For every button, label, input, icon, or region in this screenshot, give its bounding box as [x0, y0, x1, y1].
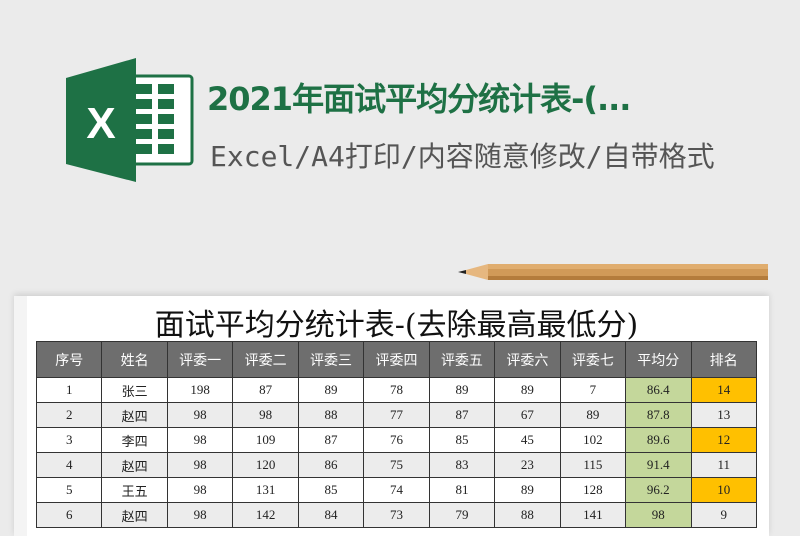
table-cell[interactable]: 75: [363, 452, 430, 478]
column-header[interactable]: 评委一: [166, 341, 234, 378]
table-cell[interactable]: 1: [35, 377, 103, 403]
table-cell[interactable]: 98: [232, 402, 299, 428]
table-cell[interactable]: 赵四: [101, 452, 168, 478]
table-cell[interactable]: 89: [297, 377, 365, 403]
table-cell[interactable]: 7: [559, 377, 627, 403]
excel-logo-icon: X: [66, 58, 194, 182]
table-cell[interactable]: 115: [559, 452, 627, 478]
sheet-title: 面试平均分统计表-(去除最高最低分): [154, 308, 639, 343]
average-cell[interactable]: 86.4: [625, 377, 692, 403]
table-cell[interactable]: 76: [363, 427, 430, 453]
table-cell[interactable]: 83: [428, 452, 496, 478]
column-header[interactable]: 平均分: [625, 341, 692, 378]
table-row: 3 李四 98 109 87 76 85 45 102 89.6 12: [35, 427, 758, 453]
table-cell[interactable]: 89: [559, 402, 627, 428]
table-cell[interactable]: 45: [494, 427, 561, 453]
page-title: 2021年面试平均分统计表-(...: [207, 80, 631, 118]
table-cell[interactable]: 128: [559, 477, 627, 503]
average-cell[interactable]: 89.6: [625, 427, 692, 453]
table-row: 6 赵四 98 142 84 73 79 88 141 98 9: [35, 502, 758, 528]
table-cell[interactable]: 张三: [101, 377, 168, 403]
table-cell[interactable]: 5: [35, 477, 103, 503]
table-cell[interactable]: 2: [35, 402, 103, 428]
table-cell[interactable]: 89: [494, 477, 561, 503]
table-row: 5 王五 98 131 85 74 81 89 128 96.2 10: [35, 477, 758, 503]
table-cell[interactable]: 李四: [101, 427, 168, 453]
table-cell[interactable]: 87: [297, 427, 365, 453]
average-cell[interactable]: 96.2: [625, 477, 692, 503]
page-subtitle: Excel/A4打印/内容随意修改/自带格式: [210, 140, 715, 173]
column-header[interactable]: 序号: [35, 341, 103, 378]
table-row: 2 赵四 98 98 88 77 87 67 89 87.8 13: [35, 402, 758, 428]
pencil-icon: [458, 264, 768, 280]
table-cell[interactable]: 142: [232, 502, 299, 528]
rank-cell[interactable]: 10: [690, 477, 758, 503]
column-header[interactable]: 评委四: [363, 341, 430, 378]
table-cell[interactable]: 王五: [101, 477, 168, 503]
table-cell[interactable]: 85: [297, 477, 365, 503]
table-cell[interactable]: 赵四: [101, 402, 168, 428]
table-row: 4 赵四 98 120 86 75 83 23 115 91.4 11: [35, 452, 758, 478]
table-cell[interactable]: 98: [166, 477, 234, 503]
column-header[interactable]: 评委七: [559, 341, 627, 378]
column-header[interactable]: 评委六: [494, 341, 561, 378]
average-cell[interactable]: 98: [625, 502, 692, 528]
table-cell[interactable]: 81: [428, 477, 496, 503]
table-cell[interactable]: 74: [363, 477, 430, 503]
table-cell[interactable]: 86: [297, 452, 365, 478]
average-cell[interactable]: 87.8: [625, 402, 692, 428]
table-cell[interactable]: 98: [166, 427, 234, 453]
table-cell[interactable]: 120: [232, 452, 299, 478]
column-header[interactable]: 排名: [690, 341, 758, 378]
rank-cell[interactable]: 9: [690, 502, 758, 528]
column-header[interactable]: 姓名: [101, 341, 168, 378]
table-cell[interactable]: 88: [494, 502, 561, 528]
rank-cell[interactable]: 13: [690, 402, 758, 428]
table-cell[interactable]: 67: [494, 402, 561, 428]
column-header[interactable]: 评委二: [232, 341, 299, 378]
table-cell[interactable]: 赵四: [101, 502, 168, 528]
table-cell[interactable]: 23: [494, 452, 561, 478]
table-cell[interactable]: 77: [363, 402, 430, 428]
average-cell[interactable]: 91.4: [625, 452, 692, 478]
column-header[interactable]: 评委三: [297, 341, 365, 378]
table-cell[interactable]: 102: [559, 427, 627, 453]
table-cell[interactable]: 131: [232, 477, 299, 503]
table-cell[interactable]: 85: [428, 427, 496, 453]
table-cell[interactable]: 4: [35, 452, 103, 478]
table-cell[interactable]: 73: [363, 502, 430, 528]
table-cell[interactable]: 109: [232, 427, 299, 453]
column-header[interactable]: 评委五: [428, 341, 496, 378]
table-cell[interactable]: 87: [232, 377, 299, 403]
rank-cell[interactable]: 12: [690, 427, 758, 453]
table-cell[interactable]: 89: [428, 377, 496, 403]
table-cell[interactable]: 141: [559, 502, 627, 528]
table-cell[interactable]: 98: [166, 452, 234, 478]
rank-cell[interactable]: 14: [690, 377, 758, 403]
table-cell[interactable]: 78: [363, 377, 430, 403]
svg-text:X: X: [86, 99, 115, 148]
table-cell[interactable]: 87: [428, 402, 496, 428]
score-table: 序号 姓名 评委一 评委二 评委三 评委四 评委五 评委六 评委七 平均分 排名 1 张三 198 87 8…: [35, 341, 758, 528]
table-cell[interactable]: 6: [35, 502, 103, 528]
table-cell[interactable]: 79: [428, 502, 496, 528]
rank-cell[interactable]: 11: [690, 452, 758, 478]
table-cell[interactable]: 84: [297, 502, 365, 528]
table-cell[interactable]: 98: [166, 502, 234, 528]
table-cell[interactable]: 3: [35, 427, 103, 453]
table-cell[interactable]: 88: [297, 402, 365, 428]
table-cell[interactable]: 98: [166, 402, 234, 428]
table-row: 1 张三 198 87 89 78 89 89 7 86.4 14: [35, 377, 758, 403]
table-cell[interactable]: 89: [494, 377, 561, 403]
table-cell[interactable]: 198: [166, 377, 234, 403]
